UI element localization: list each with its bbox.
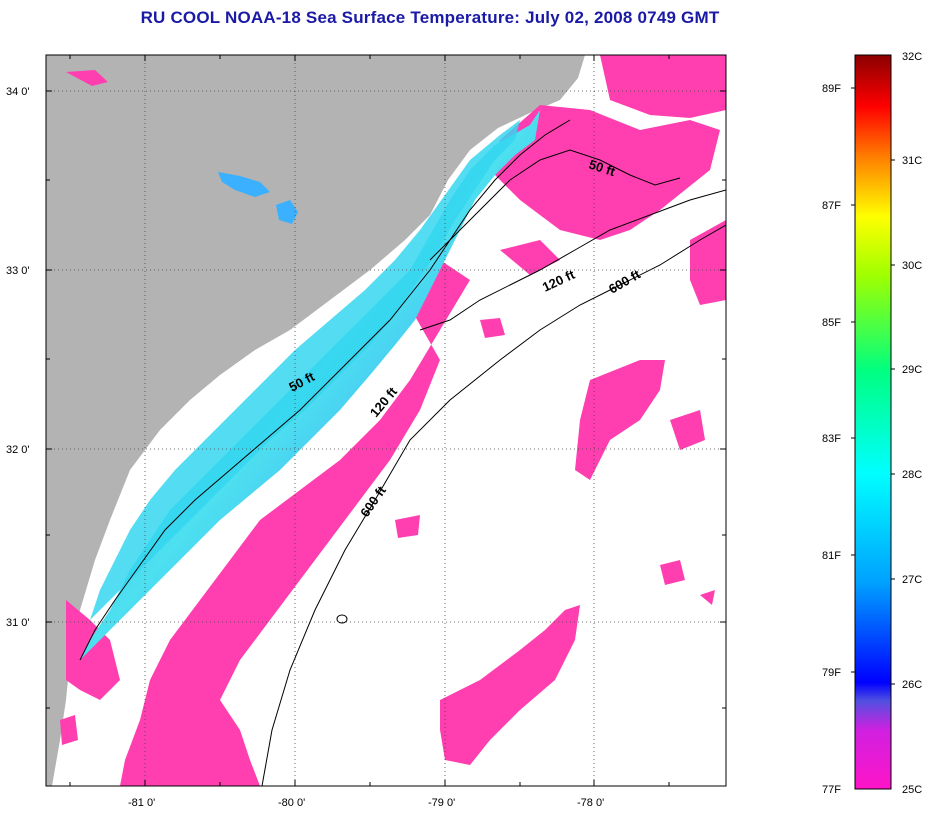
colorbar-f-label: 83F — [822, 433, 841, 445]
graticule — [46, 55, 726, 786]
colorbar-f-label: 85F — [822, 317, 841, 329]
colorbar-c-label: 30C — [902, 260, 922, 272]
longitude-axis: -81 0' -80 0' -79 0' -78 0' — [128, 797, 604, 809]
isobath-120ft — [419, 189, 726, 331]
map-title: RU COOL NOAA-18 Sea Surface Temperature:… — [140, 8, 720, 27]
inshore-warm-water — [90, 120, 520, 620]
colorbar-f-label: 87F — [822, 200, 841, 212]
colorbar-c-label: 31C — [902, 155, 922, 167]
isobath-50ft — [429, 149, 681, 261]
colorbar-c-label: 29C — [902, 364, 922, 376]
inland-water-patch — [218, 172, 270, 197]
colorbar-f-label: 77F — [822, 784, 841, 796]
land-mass — [46, 55, 585, 786]
colorbar-gradient — [854, 54, 892, 790]
coastline — [79, 119, 571, 661]
map-frame — [45, 54, 727, 787]
colorbar-f-label: 79F — [822, 667, 841, 679]
colorbar-c-label: 27C — [902, 574, 922, 586]
temperature-colorbar: 89F 87F 85F 83F 81F 79F 77F 32C 31C 30C … — [822, 51, 922, 796]
lat-label: 33 0' — [6, 265, 30, 277]
map-panel: 50 ft 120 ft 600 ft 50 ft 120 ft 600 ft — [46, 55, 726, 786]
lon-label: -79 0' — [428, 797, 455, 809]
latitude-axis: 34 0' 33 0' 32 0' 31 0' — [6, 86, 30, 629]
lat-label: 32 0' — [6, 444, 30, 456]
lon-label: -80 0' — [278, 797, 305, 809]
isobath-contours — [79, 119, 726, 786]
lat-label: 31 0' — [6, 617, 30, 629]
axis-ticks — [46, 55, 726, 786]
colorbar-c-label: 25C — [902, 784, 922, 796]
colorbar-c-label: 28C — [902, 469, 922, 481]
colorbar-c-label: 32C — [902, 51, 922, 63]
lon-label: -78 0' — [577, 797, 604, 809]
isobath-600ft — [261, 224, 726, 786]
lon-label: -81 0' — [128, 797, 155, 809]
colorbar-c-label: 26C — [902, 679, 922, 691]
inland-water-patch-2 — [276, 200, 298, 224]
lat-label: 34 0' — [6, 86, 30, 98]
colorbar-f-label: 89F — [822, 83, 841, 95]
colorbar-f-label: 81F — [822, 550, 841, 562]
